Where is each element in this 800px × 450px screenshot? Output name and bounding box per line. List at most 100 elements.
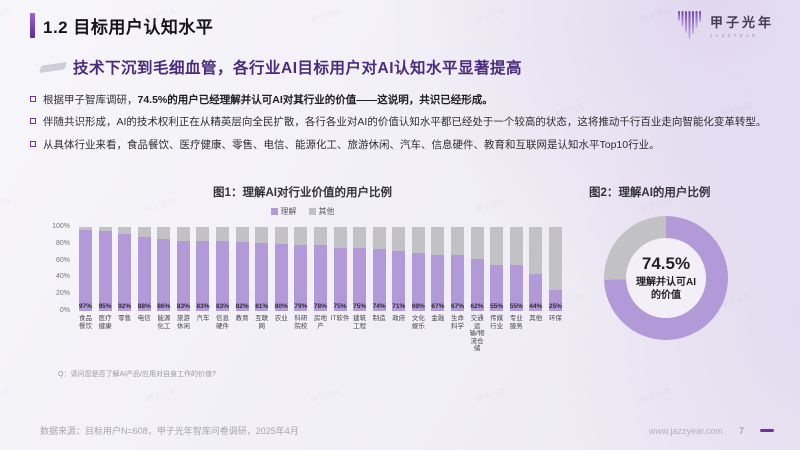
chart2-title: 图2：理解AI的用户比例 bbox=[589, 187, 711, 199]
logo-name-en: JAZZYEAR bbox=[709, 33, 759, 38]
segment-know bbox=[490, 264, 504, 311]
segment-know bbox=[79, 229, 92, 311]
segment-know bbox=[529, 274, 543, 311]
x-label-line: 信息 bbox=[216, 315, 230, 322]
bar-value-label: 82% bbox=[235, 303, 249, 310]
segment-other bbox=[490, 227, 504, 265]
bar-stack bbox=[255, 227, 269, 311]
bar-stack bbox=[235, 227, 249, 311]
bar-互联网: 81% bbox=[252, 227, 271, 311]
x-label-医疗健康: 医疗 健康 bbox=[96, 315, 115, 353]
bar-交通运输/物流仓储: 62% bbox=[468, 227, 487, 311]
website-link[interactable]: www.jazzyear.com bbox=[648, 425, 723, 436]
x-label-IT软件: IT软件 bbox=[331, 315, 350, 353]
x-label-line: 旅游 bbox=[176, 315, 190, 322]
segment-know bbox=[196, 241, 210, 311]
segment-other bbox=[98, 227, 112, 232]
bar-value-label: 92% bbox=[118, 303, 132, 310]
bar-value-label: 67% bbox=[431, 303, 445, 310]
x-label-line: 金融 bbox=[431, 315, 445, 322]
x-label-旅游休闲: 旅游 休闲 bbox=[174, 315, 193, 353]
x-label-line: 娱乐 bbox=[411, 322, 425, 330]
segment-know bbox=[98, 231, 112, 311]
watermark-text: 甲子光年 bbox=[309, 386, 343, 405]
donut-center: 74.5% 理解并认可AI 的价值 bbox=[626, 238, 706, 318]
bar-value-label: 75% bbox=[353, 303, 367, 310]
bullet-square-icon bbox=[30, 118, 36, 125]
watermark-text: 甲子光年 bbox=[144, 386, 178, 405]
x-label-line: 专业 bbox=[509, 315, 523, 322]
bar-value-label: 71% bbox=[392, 303, 406, 310]
x-label-line: 行业 bbox=[490, 322, 504, 330]
segment-other bbox=[372, 227, 386, 249]
bar-value-label: 75% bbox=[333, 303, 347, 310]
bullet-text-strong: 74.5%的用户已经理解并认可AI对其行业的价值——这说明，共识已经形成。 bbox=[137, 94, 493, 106]
segment-know bbox=[313, 245, 327, 311]
bar-stack bbox=[176, 227, 190, 311]
bar-value-label: 44% bbox=[529, 303, 543, 310]
x-label-房地产: 房地产 bbox=[311, 315, 330, 353]
bar-信息硬件: 83% bbox=[213, 227, 232, 311]
donut-center-label: 理解并认可AI 的价值 bbox=[626, 277, 706, 302]
x-label-能源化工: 能源 化工 bbox=[154, 315, 173, 353]
bullet-list: 根据甲子智库调研，74.5%的用户已经理解并认可AI对其行业的价值——这说明，共… bbox=[30, 92, 782, 159]
footer-right: www.jazzyear.com 7 bbox=[649, 426, 774, 436]
bar-value-label: 62% bbox=[470, 303, 484, 310]
bar-stack bbox=[333, 227, 347, 311]
segment-other bbox=[509, 227, 523, 265]
bar-value-label: 95% bbox=[98, 303, 112, 310]
x-label-line: 医疗 bbox=[98, 315, 112, 322]
x-label-line: 能源 bbox=[157, 315, 171, 322]
bar-value-label: 74% bbox=[372, 303, 386, 310]
x-label-line: 服务 bbox=[509, 322, 523, 330]
bar-stack bbox=[470, 227, 484, 311]
bar-stack bbox=[529, 227, 543, 311]
bar-专业服务: 55% bbox=[507, 227, 526, 311]
bar-stack bbox=[372, 227, 386, 311]
watermark-text: 甲子光年 bbox=[0, 6, 13, 25]
segment-know bbox=[294, 244, 308, 311]
bar-stack bbox=[548, 227, 562, 311]
bar-stack bbox=[313, 227, 327, 311]
footer-accent-dash bbox=[760, 429, 774, 432]
x-label-line: 环保 bbox=[548, 315, 562, 322]
bar-stack bbox=[431, 227, 445, 311]
bar-医疗健康: 95% bbox=[96, 227, 115, 311]
x-label-环保: 环保 bbox=[546, 315, 565, 353]
x-label-农业: 农业 bbox=[272, 315, 291, 353]
x-label-line: 院校 bbox=[294, 322, 308, 330]
segment-know bbox=[137, 237, 151, 311]
x-label-文化娱乐: 文化 娱乐 bbox=[409, 315, 428, 353]
x-label-line: 健康 bbox=[98, 322, 112, 330]
x-label-line: 流仓储 bbox=[470, 337, 484, 353]
x-label-教育: 教育 bbox=[233, 315, 252, 353]
segment-other bbox=[431, 227, 445, 255]
segment-know bbox=[176, 241, 190, 311]
bar-stack bbox=[137, 227, 151, 311]
segment-other bbox=[255, 227, 269, 243]
bullet-item: 伴随共识形成，AI的技术权利正在从精英层向全民扩散，各行各业对AI的价值认知水平… bbox=[30, 114, 782, 130]
bar-教育: 82% bbox=[233, 227, 252, 311]
chart1-title: 图1：理解AI对行业价值的用户比例 bbox=[213, 187, 392, 199]
bullet-text: 从具体行业来看，食品餐饮、医疗健康、零售、电信、能源化工、旅游休闲、汽车、信息硬… bbox=[43, 137, 660, 153]
bar-食品餐饮: 97% bbox=[76, 227, 95, 311]
x-label-line: 汽车 bbox=[196, 315, 210, 322]
bar-value-label: 81% bbox=[255, 303, 269, 310]
header: 1.2 目标用户认知水平 bbox=[30, 13, 213, 38]
bar-制造: 74% bbox=[370, 227, 389, 311]
y-tick-60%: 60% bbox=[55, 256, 70, 264]
bar-value-label: 25% bbox=[548, 303, 562, 310]
bar-value-label: 67% bbox=[450, 303, 464, 310]
bar-value-label: 55% bbox=[509, 303, 523, 310]
bar-农业: 80% bbox=[272, 227, 291, 311]
bar-value-label: 69% bbox=[411, 303, 425, 310]
legend-item-other: 其他 bbox=[308, 206, 335, 217]
x-label-line: 休闲 bbox=[176, 322, 190, 330]
x-label-食品餐饮: 食品 餐饮 bbox=[76, 315, 95, 353]
legend-label: 其他 bbox=[318, 207, 335, 216]
x-label-line: 电信 bbox=[137, 315, 151, 322]
x-label-line: 硬件 bbox=[216, 322, 230, 330]
legend-item-know: 理解 bbox=[270, 206, 297, 217]
x-label-金融: 金融 bbox=[428, 315, 447, 353]
x-label-line: 建筑 bbox=[353, 315, 367, 322]
